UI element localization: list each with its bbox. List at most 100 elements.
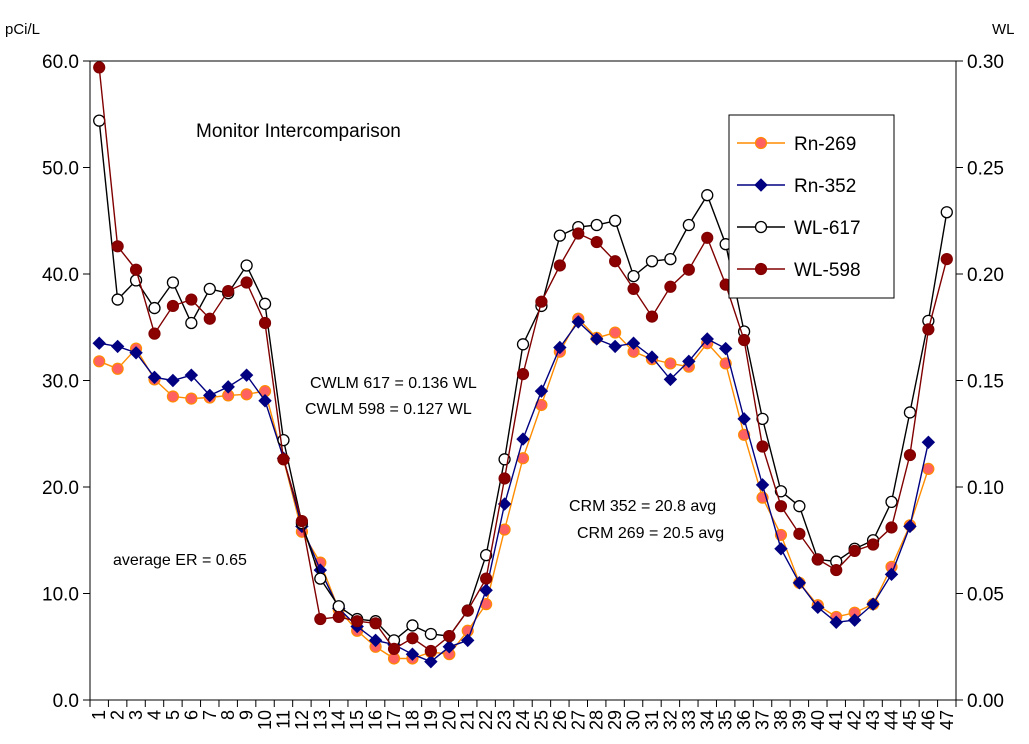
data-point <box>203 312 216 325</box>
legend-swatch-marker <box>754 178 768 192</box>
data-point <box>811 600 825 615</box>
data-point <box>111 362 124 375</box>
data-point <box>424 654 438 669</box>
data-point <box>682 263 695 276</box>
x-tick-label: 5 <box>163 710 183 720</box>
data-point <box>664 252 677 266</box>
x-tick-label: 17 <box>384 710 404 730</box>
x-axis: 1234567891011121314151617181920212223242… <box>89 700 957 730</box>
x-tick-label: 33 <box>679 710 699 730</box>
data-point <box>111 293 124 306</box>
legend-label: Rn-269 <box>794 134 856 155</box>
x-tick-label: 27 <box>568 710 588 730</box>
data-point <box>701 231 714 244</box>
data-point <box>110 339 125 354</box>
data-point <box>369 617 382 630</box>
data-point <box>609 326 622 339</box>
data-point <box>443 629 456 643</box>
x-tick-label: 40 <box>808 710 828 730</box>
data-point <box>922 462 935 475</box>
x-tick-label: 36 <box>734 710 754 730</box>
x-tick-label: 19 <box>421 710 441 730</box>
legend-label: Rn-352 <box>794 176 856 197</box>
data-point <box>940 252 953 266</box>
x-tick-label: 12 <box>292 710 312 730</box>
data-point <box>516 432 530 446</box>
data-point <box>626 336 641 350</box>
data-point <box>480 572 493 585</box>
x-tick-label: 16 <box>366 710 386 730</box>
data-point <box>921 435 936 449</box>
data-point <box>885 521 898 534</box>
x-tick-label: 4 <box>144 710 164 720</box>
data-point <box>295 514 308 528</box>
data-point <box>590 235 603 249</box>
x-tick-label: 26 <box>550 710 570 730</box>
data-point <box>221 380 235 394</box>
legend-swatch-marker <box>754 220 768 234</box>
data-point <box>516 338 530 351</box>
data-point <box>885 495 898 509</box>
series-layer <box>92 61 953 669</box>
data-point <box>608 214 622 227</box>
data-point <box>793 500 806 513</box>
data-point <box>258 316 272 330</box>
x-tick-label: 44 <box>882 710 902 730</box>
legend-item-rn-269: Rn-269 <box>737 134 856 155</box>
x-tick-label: 23 <box>495 710 515 730</box>
legend-swatch-marker <box>754 136 768 150</box>
data-point <box>461 604 474 617</box>
data-point <box>866 597 880 611</box>
data-point <box>811 553 824 566</box>
data-point <box>700 332 714 346</box>
data-point <box>166 299 180 313</box>
left-tick-label: 20.0 <box>42 478 79 499</box>
data-point <box>148 327 161 340</box>
annotation-cwlm-598: CWLM 598 = 0.127 WL <box>305 401 472 418</box>
x-tick-label: 42 <box>845 710 865 730</box>
data-point <box>239 368 254 382</box>
data-point <box>682 218 695 232</box>
data-point <box>553 259 566 272</box>
data-point <box>185 293 198 306</box>
x-tick-label: 18 <box>402 710 422 730</box>
data-point <box>203 388 217 403</box>
data-point <box>571 315 585 329</box>
data-point <box>701 189 714 202</box>
legend-item-wl-598: WL-598 <box>737 260 861 281</box>
data-point <box>572 227 585 240</box>
right-tick-label: 0.25 <box>967 159 1004 180</box>
x-tick-label: 25 <box>531 710 551 730</box>
data-point <box>240 276 253 289</box>
x-tick-label: 11 <box>273 710 293 729</box>
data-point <box>129 346 143 360</box>
data-point <box>609 255 622 268</box>
data-point <box>240 388 253 401</box>
x-tick-label: 38 <box>771 710 791 730</box>
data-point <box>93 114 106 127</box>
data-point <box>424 627 438 641</box>
annotation-cwlm-617: CWLM 617 = 0.136 WL <box>310 375 477 392</box>
data-point <box>129 263 143 276</box>
x-tick-label: 29 <box>605 710 625 730</box>
x-tick-label: 8 <box>218 710 238 720</box>
data-point <box>93 355 106 368</box>
data-point <box>608 339 622 354</box>
right-axis: 0.00 0.05 0.10 0.15 0.20 0.25 0.30 <box>956 52 1004 712</box>
x-tick-label: 9 <box>237 710 257 720</box>
data-point <box>774 500 788 513</box>
data-point <box>314 572 327 585</box>
data-point <box>848 544 861 558</box>
data-point <box>148 301 161 315</box>
data-point <box>774 542 788 556</box>
data-point <box>405 647 420 661</box>
data-point <box>479 549 493 562</box>
x-tick-label: 20 <box>439 710 459 730</box>
x-tick-label: 30 <box>624 710 644 730</box>
data-point <box>755 478 770 492</box>
data-point <box>92 336 106 350</box>
series-line <box>99 320 930 663</box>
x-tick-label: 34 <box>697 710 717 730</box>
x-tick-label: 10 <box>255 710 275 730</box>
x-tick-label: 13 <box>310 710 330 730</box>
